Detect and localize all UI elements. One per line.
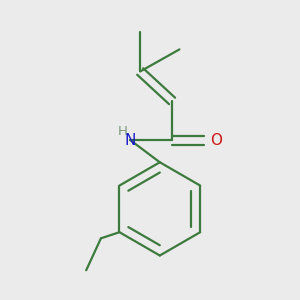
Text: H: H xyxy=(118,125,128,138)
Text: O: O xyxy=(210,133,222,148)
Text: N: N xyxy=(125,133,136,148)
